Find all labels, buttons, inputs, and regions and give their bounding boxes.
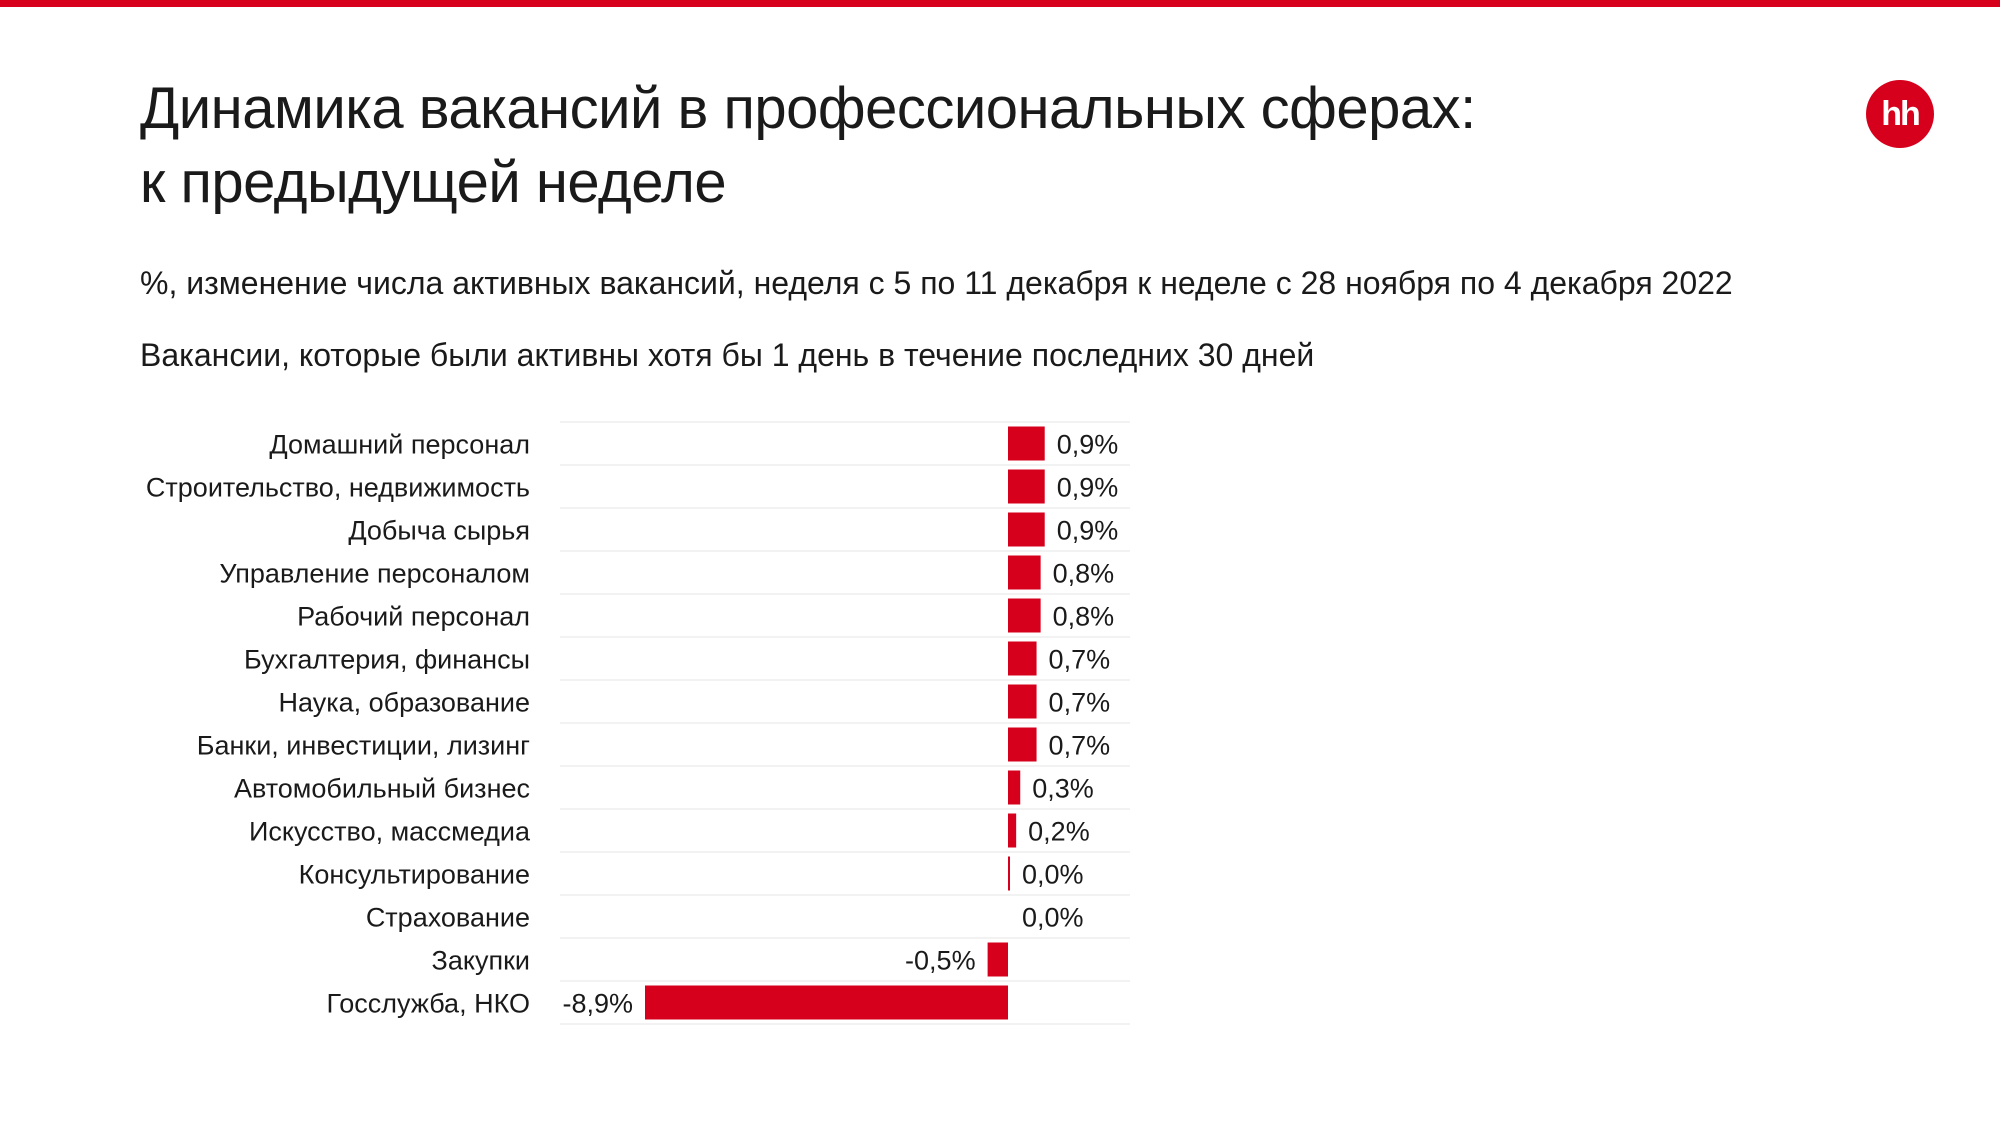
- chart-note: Вакансии, которые были активны хотя бы 1…: [140, 337, 1315, 373]
- bar: [1008, 469, 1045, 504]
- page-title-line-2: к предыдущей неделе: [140, 150, 727, 215]
- bar: [1008, 770, 1021, 805]
- bar: [1008, 684, 1037, 719]
- category-label: Добыча сырья: [348, 516, 530, 546]
- category-label: Страхование: [366, 903, 530, 933]
- bar: [1008, 727, 1037, 762]
- bar: [987, 942, 1008, 977]
- data-label: 0,2%: [1028, 817, 1090, 847]
- category-label: Наука, образование: [278, 688, 530, 718]
- bar: [1008, 426, 1045, 461]
- data-label: 0,8%: [1053, 559, 1115, 589]
- bar: [1008, 641, 1037, 676]
- bar: [1008, 813, 1017, 848]
- category-label: Управление персоналом: [219, 559, 530, 589]
- category-label: Бухгалтерия, финансы: [244, 645, 530, 675]
- category-label: Домашний персонал: [269, 430, 530, 460]
- bar: [1008, 856, 1010, 891]
- bar: [645, 985, 1008, 1020]
- chart-subtitle: %, изменение числа активных вакансий, не…: [140, 265, 1733, 301]
- data-label: 0,7%: [1049, 688, 1111, 718]
- data-label: 0,8%: [1053, 602, 1115, 632]
- data-label: -0,5%: [905, 946, 976, 976]
- data-label: 0,0%: [1022, 860, 1084, 890]
- data-label: 0,0%: [1022, 903, 1084, 933]
- data-label: 0,7%: [1049, 645, 1111, 675]
- data-label: 0,3%: [1032, 774, 1094, 804]
- hh-logo: hh: [1866, 80, 1934, 148]
- category-label: Искусство, массмедиа: [249, 817, 531, 847]
- bar: [1008, 512, 1045, 547]
- data-label: 0,7%: [1049, 731, 1111, 761]
- category-label: Закупки: [432, 946, 530, 976]
- category-label: Консультирование: [299, 860, 530, 890]
- category-label: Строительство, недвижимость: [146, 473, 530, 503]
- data-label: 0,9%: [1057, 430, 1119, 460]
- category-label: Рабочий персонал: [297, 602, 530, 632]
- page-title: Динамика вакансий в профессиональных сфе…: [140, 72, 1640, 220]
- bar: [1008, 598, 1041, 633]
- data-label: 0,9%: [1057, 473, 1119, 503]
- top-accent-bar: [0, 0, 2000, 7]
- data-label: 0,9%: [1057, 516, 1119, 546]
- bar: [1008, 555, 1041, 590]
- category-label: Госслужба, НКО: [326, 989, 530, 1019]
- category-label: Банки, инвестиции, лизинг: [197, 731, 530, 761]
- category-label: Автомобильный бизнес: [234, 774, 530, 804]
- page-title-line-1: Динамика вакансий в профессиональных сфе…: [140, 76, 1476, 141]
- data-label: -8,9%: [562, 989, 633, 1019]
